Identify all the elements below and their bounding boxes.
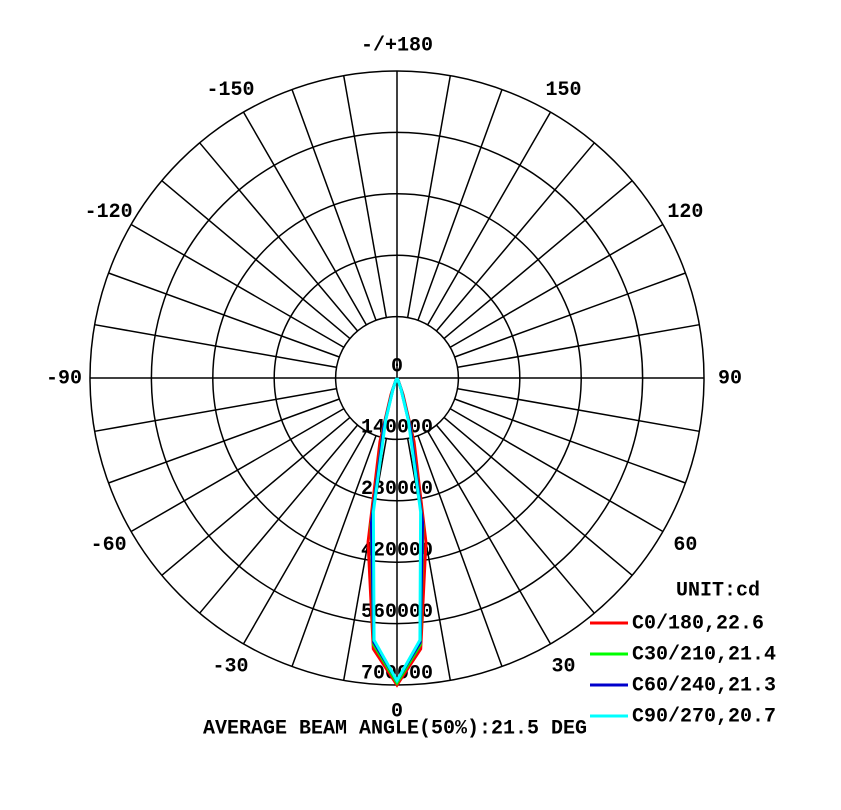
theta-tick-label: 150	[545, 79, 581, 102]
theta-tick-label: 90	[718, 367, 742, 390]
r-tick-label: 700000	[361, 662, 433, 685]
legend-title: UNIT:cd	[676, 579, 760, 602]
r-tick-label: 560000	[361, 601, 433, 624]
r-tick-label: 420000	[361, 539, 433, 562]
theta-tick-label: 120	[667, 201, 703, 224]
r-tick-label: 280000	[361, 478, 433, 501]
legend-label: C0/180,22.6	[632, 612, 764, 635]
theta-tick-label: 0	[391, 700, 403, 723]
theta-tick-label: 30	[551, 656, 575, 679]
r-tick-label: 0	[391, 355, 403, 378]
theta-tick-label: -30	[212, 656, 248, 679]
ring	[212, 193, 582, 563]
legend-label: C30/210,21.4	[632, 643, 776, 666]
theta-tick-label: 60	[673, 534, 697, 557]
theta-tick-label: -60	[91, 534, 127, 557]
theta-tick-label: -/+180	[361, 34, 433, 57]
ring	[334, 315, 460, 441]
r-tick-label: 140000	[361, 417, 433, 440]
legend-label: C90/270,20.7	[632, 705, 776, 728]
series-line	[371, 377, 423, 684]
ring	[150, 131, 644, 625]
theta-tick-label: -150	[206, 79, 254, 102]
legend-label: C60/240,21.3	[632, 674, 776, 697]
footer: AVERAGE BEAM ANGLE(50%):21.5 DEG	[203, 717, 587, 740]
theta-tick-label: -120	[85, 201, 133, 224]
theta-tick-label: -90	[46, 367, 82, 390]
ring	[273, 254, 521, 502]
